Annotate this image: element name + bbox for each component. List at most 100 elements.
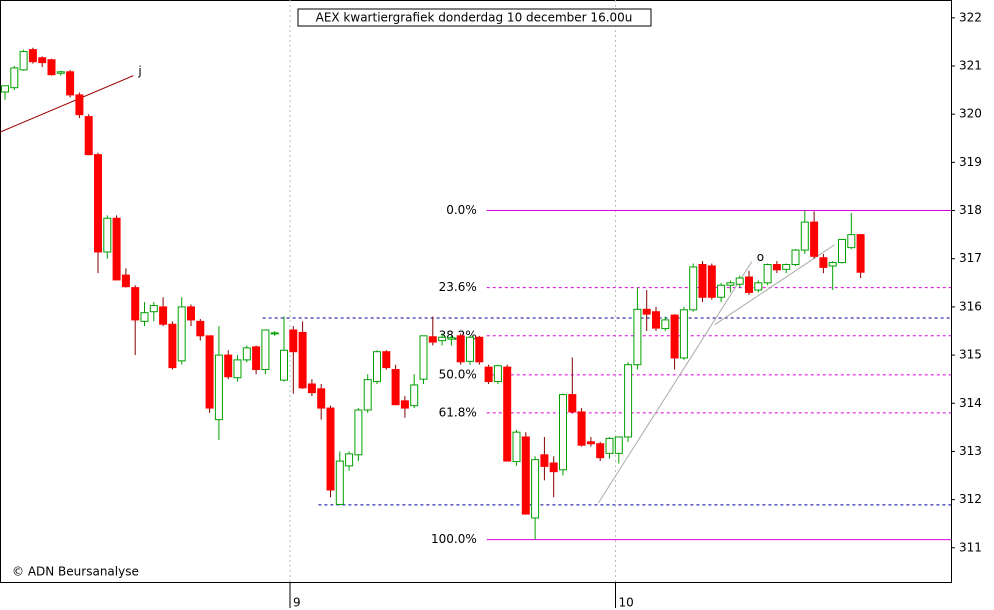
- candle-body: [819, 257, 828, 268]
- candle-body: [94, 154, 102, 253]
- y-tick-label: 322: [959, 10, 982, 24]
- candle-body: [168, 323, 177, 369]
- candle-body: [103, 217, 112, 253]
- candle-body: [605, 437, 614, 454]
- candle-body: [549, 462, 558, 473]
- candle-body: [233, 359, 242, 379]
- y-tick-label: 316: [959, 299, 982, 313]
- fib-label: 100.0%: [431, 532, 477, 546]
- candle-body: [828, 262, 837, 267]
- candle-body: [661, 319, 670, 330]
- candle-body: [466, 336, 474, 362]
- candle-body: [475, 336, 484, 363]
- candle-body: [726, 282, 735, 286]
- candle-body: [214, 354, 223, 421]
- candle-body: [577, 411, 586, 446]
- candle-body: [521, 436, 530, 515]
- y-tick-label: 319: [959, 155, 982, 169]
- candle-body: [307, 383, 316, 394]
- candle-body: [763, 264, 772, 284]
- y-tick-label: 313: [959, 444, 982, 458]
- candle-body: [121, 274, 130, 288]
- fib-label: 61.8%: [439, 405, 477, 419]
- candle-body: [670, 314, 679, 359]
- candle-body: [633, 308, 642, 366]
- candle-body: [791, 249, 800, 266]
- candle-body: [754, 282, 763, 291]
- candle-body: [642, 308, 651, 315]
- candle-body: [345, 453, 354, 467]
- candle-body: [847, 234, 856, 249]
- y-tick-label: 315: [959, 348, 982, 362]
- candle-body: [252, 346, 261, 371]
- candle-body: [512, 431, 521, 463]
- candle-body: [707, 265, 716, 298]
- y-tick-label: 321: [959, 59, 982, 73]
- candle-body: [624, 364, 633, 438]
- candle-body: [354, 409, 363, 456]
- candle-body: [270, 332, 279, 335]
- candle-body: [652, 311, 660, 329]
- y-tick-label: 320: [959, 107, 982, 121]
- plot-frame: [0, 0, 952, 583]
- plot: 0.0%23.6%38.2%50.0%61.8%100.0%jo: [0, 0, 951, 582]
- candle-body: [800, 221, 809, 251]
- candle-body: [503, 366, 512, 462]
- candle-body: [75, 94, 84, 116]
- candle-body: [335, 460, 344, 505]
- candle-body: [559, 394, 567, 471]
- candle-body: [810, 221, 819, 257]
- candle-body: [112, 217, 121, 281]
- x-tick-label: 10: [619, 596, 634, 610]
- candle-body: [317, 388, 326, 409]
- candle-body: [531, 459, 540, 519]
- candle-body: [1, 85, 9, 93]
- fib-label: 50.0%: [439, 367, 477, 381]
- candle-body: [419, 335, 428, 380]
- candle-body: [568, 394, 577, 413]
- candle-body: [149, 304, 158, 313]
- candle-body: [438, 336, 447, 342]
- fib-label: 23.6%: [439, 280, 477, 294]
- candle-body: [698, 264, 707, 298]
- y-tick-label: 314: [959, 396, 982, 410]
- candle-body: [187, 306, 195, 321]
- candle-body: [735, 277, 744, 285]
- candle-body: [177, 306, 186, 362]
- candle-body: [298, 331, 307, 389]
- trend-label: o: [757, 250, 764, 264]
- candle-body: [540, 454, 549, 467]
- trend-line: [597, 261, 753, 504]
- y-tick-label: 311: [959, 540, 982, 554]
- credit: © ADN Beursanalyse: [12, 565, 139, 579]
- candle-body: [484, 366, 493, 383]
- candle-body: [679, 309, 688, 359]
- candle-body: [10, 67, 19, 89]
- candle-body: [838, 238, 846, 264]
- candle-body: [689, 266, 698, 311]
- candle-body: [242, 347, 251, 361]
- candle-body: [614, 436, 623, 454]
- candle-body: [382, 351, 391, 369]
- candle-body: [782, 264, 791, 270]
- candle-body: [66, 71, 75, 96]
- candle-body: [196, 320, 205, 337]
- candle-body: [28, 49, 37, 63]
- candle-body: [326, 407, 335, 491]
- candle-body: [84, 116, 93, 156]
- candle-body: [428, 336, 437, 343]
- candle-body: [280, 349, 288, 381]
- candle-body: [717, 284, 726, 298]
- y-tick-label: 317: [959, 251, 982, 265]
- candle-body: [856, 234, 865, 273]
- candle-body: [745, 276, 753, 293]
- title-box: [297, 8, 652, 27]
- candle-body: [410, 384, 419, 407]
- candle-body: [19, 51, 28, 71]
- candle-body: [38, 57, 47, 64]
- candle-body: [47, 59, 56, 76]
- candle-body: [205, 335, 214, 409]
- y-tick-label: 318: [959, 203, 982, 217]
- candle-body: [400, 400, 409, 409]
